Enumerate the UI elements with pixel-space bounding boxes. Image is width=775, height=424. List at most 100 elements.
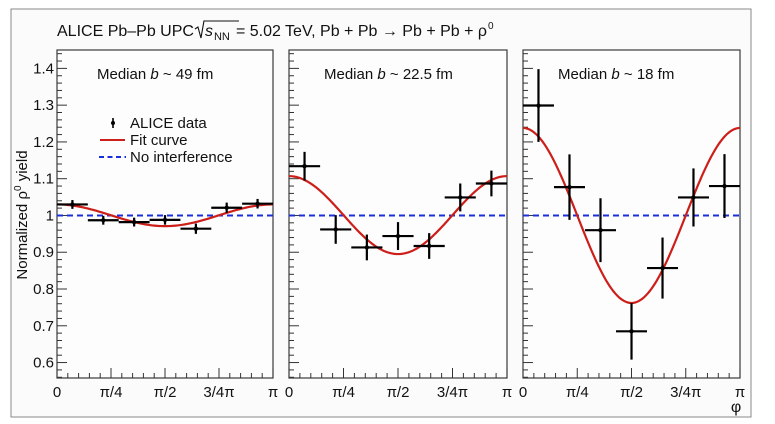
legend-entry: ALICE data [111,115,207,132]
x-tick-label: π [502,384,512,401]
data-point [149,215,181,225]
y-tick-label: 0.9 [33,244,54,261]
legend-label: No interference [130,149,233,166]
data-point [382,222,414,251]
x-tick-label: π/4 [100,384,123,401]
x-tick-label: 0 [53,384,61,401]
data-marker [333,227,338,232]
title-suffix-sup: 0 [488,21,494,32]
legend-entry: No interference [99,149,233,166]
y-axis-label: Normalized ρ0 yield [13,150,31,279]
data-point [211,202,243,213]
data-point [677,168,709,227]
x-tick-label: 0 [285,384,293,401]
panel-2: 0 π/4 π/2 3/4π π Median b ~ 22.5 fm [285,49,512,401]
data-point [118,217,150,227]
data-point [351,234,383,261]
panel-label: Median b ~ 22.5 fm [324,66,453,83]
title-prefix: ALICE Pb–Pb UPC [57,23,194,40]
data-marker [489,181,494,186]
x-tick-label: 3/4π [437,384,468,401]
data-point [708,154,740,219]
data-point [553,154,585,220]
x-tick-label: π/2 [154,384,177,401]
data-marker [101,218,106,223]
data-marker [224,205,229,210]
y-label-tail: yield [14,150,31,185]
data-marker [364,245,370,250]
data-point [87,215,119,225]
legend-label: ALICE data [130,115,207,132]
panel-label-post: ~ 49 fm [159,66,214,83]
fit-curve [56,203,274,228]
x-tick-label: π/4 [566,384,589,401]
x-tick-label: 3/4π [670,384,701,401]
panel-3: 0 π/4 π/2 3/4π π Median b ~ 18 fm [519,49,745,401]
data-marker [598,227,603,233]
data-point [242,198,273,209]
panel-label-var: b [611,66,619,83]
x-tick-label: 0 [519,384,527,401]
data-marker [193,226,199,231]
legend-label: Fit curve [130,132,188,149]
panel-label: Median b ~ 49 fm [97,66,213,83]
data-marker [426,243,432,249]
y-tick-label: 0.7 [33,318,54,335]
data-marker [722,183,727,189]
data-point [320,215,352,244]
data-point [522,69,554,142]
title-suffix: = 5.02 TeV, Pb + Pb → Pb + Pb + ρ [236,23,487,40]
data-marker [131,219,137,225]
panel-label-pre: Median [558,66,611,83]
plot-frame [56,49,274,379]
y-tick-label: 1.1 [33,171,54,188]
x-tick-label: π/2 [387,384,410,401]
data-marker [302,163,307,169]
x-tick-label: π/2 [620,384,643,401]
panels: 0.6 0.7 0.8 0.9 1 1.1 1.2 1.3 1.4 0 π/4 π/2 3/4π π Med… [33,49,745,401]
y-tick-label: 0.8 [33,281,54,298]
data-point [647,237,679,299]
plot-frame [288,49,508,379]
y-tick-label: 1.3 [33,97,54,114]
panel-label-post: ~ 22.5 fm [386,66,453,83]
data-marker [162,217,168,223]
data-marker [255,201,260,206]
x-tick-label: 3/4π [203,384,234,401]
data-marker [458,195,463,200]
y-tick-label: 1 [46,207,54,224]
panel-label-pre: Median [324,66,377,83]
x-tick-label: π [735,384,745,401]
panel-label: Median b ~ 18 fm [558,66,674,83]
data-point [444,183,476,212]
panel-label-var: b [150,66,158,83]
data-point [616,302,648,360]
data-marker [70,202,75,207]
x-axis-label: φ [731,399,741,416]
data-marker [691,195,696,200]
y-tick-label: 1.2 [33,134,54,151]
panel-label-post: ~ 18 fm [620,66,675,83]
data-point [288,151,321,181]
data-point [413,233,445,259]
panel-1: 0.6 0.7 0.8 0.9 1 1.1 1.2 1.3 1.4 0 π/4 π/2 3/4π π Med… [33,49,278,401]
data-marker [660,265,665,271]
fit-curve [288,175,508,256]
chart-title: ALICE Pb–Pb UPC [57,23,194,40]
title-sqrt-s: s [205,23,213,40]
data-marker [536,103,541,108]
y-label-main: Normalized ρ [14,191,31,280]
y-label-sup: 0 [13,185,24,191]
data-point [180,223,212,234]
data-point [475,170,507,197]
x-tick-label: π/4 [332,384,355,401]
legend-entry: Fit curve [100,132,188,149]
sqrt-symbol [194,20,239,39]
y-tick-label: 1.4 [33,60,54,77]
panel-label-pre: Median [97,66,150,83]
panel-label-var: b [377,66,385,83]
legend-marker [111,121,115,125]
